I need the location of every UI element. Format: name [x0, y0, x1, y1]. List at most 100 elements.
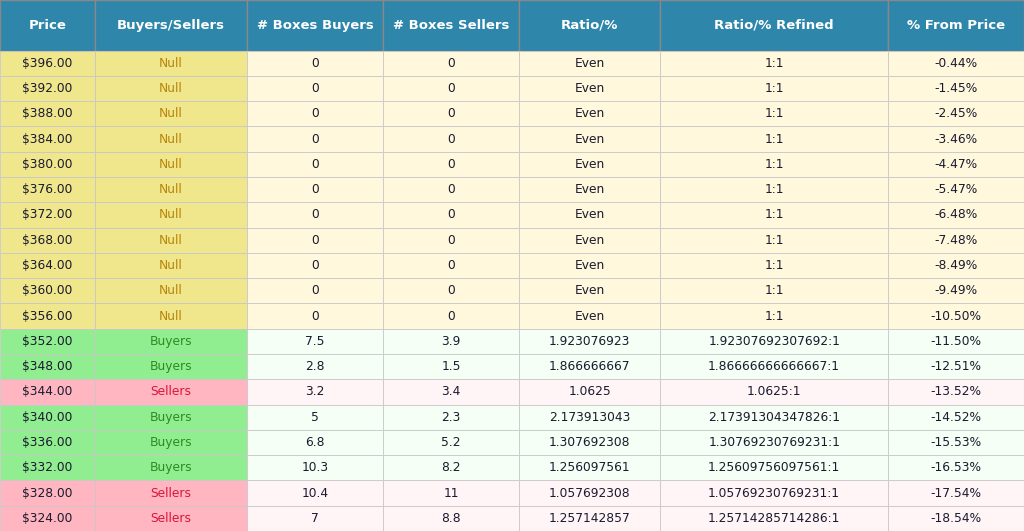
- FancyBboxPatch shape: [0, 0, 95, 50]
- FancyBboxPatch shape: [888, 278, 1024, 303]
- FancyBboxPatch shape: [519, 152, 660, 177]
- Text: 0: 0: [311, 133, 318, 145]
- FancyBboxPatch shape: [660, 50, 888, 76]
- FancyBboxPatch shape: [95, 228, 247, 253]
- Text: 0: 0: [447, 310, 455, 322]
- Text: 2.173913043: 2.173913043: [549, 410, 631, 424]
- Text: 3.2: 3.2: [305, 386, 325, 398]
- FancyBboxPatch shape: [95, 50, 247, 76]
- FancyBboxPatch shape: [95, 253, 247, 278]
- FancyBboxPatch shape: [247, 405, 383, 430]
- FancyBboxPatch shape: [888, 329, 1024, 354]
- Text: -3.46%: -3.46%: [934, 133, 978, 145]
- Text: 1.307692308: 1.307692308: [549, 436, 631, 449]
- Text: -6.48%: -6.48%: [934, 209, 978, 221]
- FancyBboxPatch shape: [247, 379, 383, 405]
- Text: Sellers: Sellers: [151, 386, 191, 398]
- FancyBboxPatch shape: [95, 278, 247, 303]
- FancyBboxPatch shape: [660, 379, 888, 405]
- FancyBboxPatch shape: [0, 228, 95, 253]
- Text: 0: 0: [311, 158, 318, 171]
- Text: $380.00: $380.00: [23, 158, 73, 171]
- Text: 0: 0: [311, 107, 318, 121]
- Text: 1:1: 1:1: [764, 82, 784, 95]
- Text: Even: Even: [574, 133, 605, 145]
- Text: Null: Null: [159, 284, 183, 297]
- FancyBboxPatch shape: [888, 303, 1024, 329]
- FancyBboxPatch shape: [888, 152, 1024, 177]
- Text: Even: Even: [574, 183, 605, 196]
- FancyBboxPatch shape: [519, 455, 660, 481]
- Text: 0: 0: [311, 57, 318, 70]
- FancyBboxPatch shape: [888, 506, 1024, 531]
- Text: 2.3: 2.3: [441, 410, 461, 424]
- FancyBboxPatch shape: [0, 126, 95, 152]
- Text: Null: Null: [159, 234, 183, 247]
- Text: 1.30769230769231:1: 1.30769230769231:1: [709, 436, 840, 449]
- FancyBboxPatch shape: [519, 228, 660, 253]
- Text: Even: Even: [574, 284, 605, 297]
- FancyBboxPatch shape: [660, 303, 888, 329]
- FancyBboxPatch shape: [0, 76, 95, 101]
- FancyBboxPatch shape: [247, 481, 383, 506]
- Text: -10.50%: -10.50%: [931, 310, 981, 322]
- FancyBboxPatch shape: [383, 379, 519, 405]
- FancyBboxPatch shape: [519, 126, 660, 152]
- FancyBboxPatch shape: [519, 506, 660, 531]
- FancyBboxPatch shape: [0, 50, 95, 76]
- FancyBboxPatch shape: [0, 455, 95, 481]
- FancyBboxPatch shape: [95, 303, 247, 329]
- Text: 0: 0: [311, 259, 318, 272]
- Text: $348.00: $348.00: [23, 360, 73, 373]
- FancyBboxPatch shape: [519, 329, 660, 354]
- FancyBboxPatch shape: [0, 405, 95, 430]
- Text: Even: Even: [574, 259, 605, 272]
- Text: Ratio/%: Ratio/%: [561, 19, 618, 32]
- Text: -9.49%: -9.49%: [934, 284, 978, 297]
- FancyBboxPatch shape: [888, 228, 1024, 253]
- FancyBboxPatch shape: [383, 202, 519, 228]
- Text: 0: 0: [447, 183, 455, 196]
- FancyBboxPatch shape: [383, 177, 519, 202]
- FancyBboxPatch shape: [660, 152, 888, 177]
- Text: 1.92307692307692:1: 1.92307692307692:1: [709, 335, 840, 348]
- FancyBboxPatch shape: [383, 303, 519, 329]
- Text: 1.923076923: 1.923076923: [549, 335, 631, 348]
- FancyBboxPatch shape: [888, 0, 1024, 50]
- FancyBboxPatch shape: [519, 354, 660, 379]
- Text: 1:1: 1:1: [764, 57, 784, 70]
- FancyBboxPatch shape: [0, 303, 95, 329]
- FancyBboxPatch shape: [383, 405, 519, 430]
- Text: $364.00: $364.00: [23, 259, 73, 272]
- FancyBboxPatch shape: [660, 76, 888, 101]
- Text: -1.45%: -1.45%: [934, 82, 978, 95]
- FancyBboxPatch shape: [519, 278, 660, 303]
- FancyBboxPatch shape: [660, 0, 888, 50]
- Text: # Boxes Sellers: # Boxes Sellers: [393, 19, 509, 32]
- FancyBboxPatch shape: [95, 455, 247, 481]
- FancyBboxPatch shape: [0, 202, 95, 228]
- Text: Even: Even: [574, 107, 605, 121]
- Text: -18.54%: -18.54%: [931, 512, 981, 525]
- FancyBboxPatch shape: [519, 303, 660, 329]
- Text: 1:1: 1:1: [764, 234, 784, 247]
- FancyBboxPatch shape: [247, 278, 383, 303]
- FancyBboxPatch shape: [95, 430, 247, 455]
- Text: 1.86666666666667:1: 1.86666666666667:1: [709, 360, 840, 373]
- FancyBboxPatch shape: [660, 202, 888, 228]
- Text: 0: 0: [311, 234, 318, 247]
- FancyBboxPatch shape: [660, 126, 888, 152]
- Text: 3.9: 3.9: [441, 335, 461, 348]
- Text: Sellers: Sellers: [151, 512, 191, 525]
- FancyBboxPatch shape: [888, 202, 1024, 228]
- Text: 1.257142857: 1.257142857: [549, 512, 631, 525]
- FancyBboxPatch shape: [519, 481, 660, 506]
- FancyBboxPatch shape: [660, 278, 888, 303]
- FancyBboxPatch shape: [383, 481, 519, 506]
- FancyBboxPatch shape: [383, 329, 519, 354]
- Text: 3.4: 3.4: [441, 386, 461, 398]
- FancyBboxPatch shape: [247, 354, 383, 379]
- FancyBboxPatch shape: [95, 126, 247, 152]
- Text: Price: Price: [29, 19, 67, 32]
- Text: 1:1: 1:1: [764, 183, 784, 196]
